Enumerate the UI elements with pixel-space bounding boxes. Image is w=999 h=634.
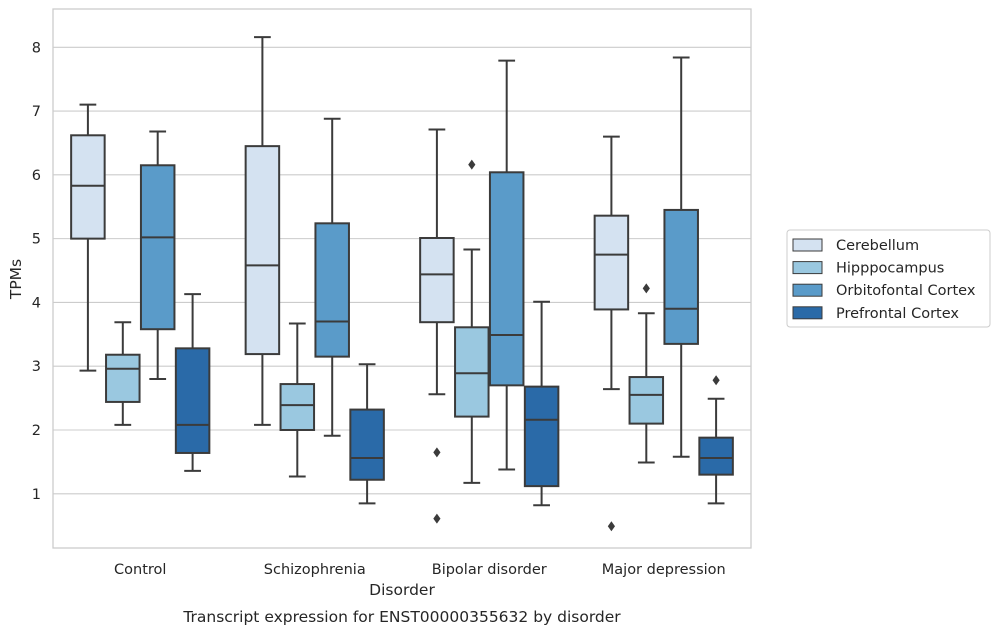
box-iqr: [488, 171, 525, 387]
boxes: [70, 36, 734, 532]
legend-items: Cerebellum Hipppocampus Orbitofontal Corte…: [792, 238, 976, 322]
box-group: [698, 375, 734, 505]
outlier-point: [607, 521, 615, 532]
outlier-point: [712, 375, 720, 386]
box-group: [419, 128, 455, 524]
outlier-point: [642, 283, 650, 294]
box-group: [279, 322, 316, 478]
box-group: [244, 36, 281, 426]
x-tick-labels: Control Schizophrenia Bipolar disorder Majo…: [114, 562, 726, 578]
y-tick-label: 3: [32, 359, 41, 375]
box-group: [454, 159, 490, 484]
y-tick-label: 2: [32, 423, 41, 439]
box-iqr: [628, 376, 665, 425]
box-iqr: [523, 385, 560, 488]
legend-swatch: [792, 306, 823, 320]
legend-frame: [786, 229, 991, 328]
box-group: [593, 135, 630, 532]
box-iqr: [663, 208, 699, 345]
legend-swatch: [792, 238, 823, 252]
plot-frame: [52, 8, 752, 549]
legend-swatch: [792, 261, 823, 275]
y-tick-label: 5: [32, 232, 41, 248]
box-iqr: [244, 145, 281, 356]
x-tick-label: Schizophrenia: [264, 562, 366, 578]
y-tick-labels: 1 2 3 4 5 6 7 8: [32, 40, 41, 503]
box-group: [488, 59, 525, 471]
y-tick-label: 7: [32, 104, 41, 120]
box-iqr: [593, 214, 630, 311]
y-tick-label: 4: [32, 295, 41, 311]
y-tick-label: 8: [32, 40, 41, 56]
box-group: [349, 363, 385, 505]
box-iqr: [70, 134, 106, 240]
box-iqr: [454, 326, 490, 418]
box-group: [174, 293, 211, 472]
legend-label: Orbitofontal Cortex: [836, 283, 976, 299]
y-axis-label: TPMs: [7, 259, 25, 300]
box-iqr: [139, 164, 176, 331]
x-tick-label: Control: [114, 562, 166, 578]
box-group: [628, 283, 665, 464]
box-group: [523, 300, 560, 507]
legend-swatch: [792, 283, 823, 297]
box-group: [314, 117, 350, 437]
figure-caption: Transcript expression for ENST0000035563…: [182, 608, 621, 626]
x-tick-label: Bipolar disorder: [432, 562, 547, 578]
box-iqr: [105, 353, 141, 403]
box-iqr: [698, 436, 734, 476]
legend: Cerebellum Hipppocampus Orbitofontal Corte…: [786, 229, 991, 328]
legend-label: Cerebellum: [836, 238, 919, 254]
box-group: [663, 56, 699, 458]
outlier-point: [468, 159, 476, 170]
box-group: [105, 321, 141, 426]
box-iqr: [279, 383, 316, 431]
outlier-point: [433, 513, 441, 524]
box-iqr: [349, 408, 385, 481]
box-iqr: [419, 236, 455, 324]
legend-label: Hipppocampus: [836, 261, 944, 277]
x-axis-label: Disorder: [369, 581, 435, 599]
x-tick-label: Major depression: [602, 562, 726, 578]
y-tick-label: 1: [32, 487, 41, 503]
box-group: [139, 130, 176, 380]
outlier-point: [433, 447, 441, 458]
legend-label: Prefrontal Cortex: [836, 306, 959, 322]
box-iqr: [174, 347, 211, 454]
y-tick-label: 6: [32, 168, 41, 184]
box-iqr: [314, 222, 350, 358]
box-group: [70, 103, 106, 372]
